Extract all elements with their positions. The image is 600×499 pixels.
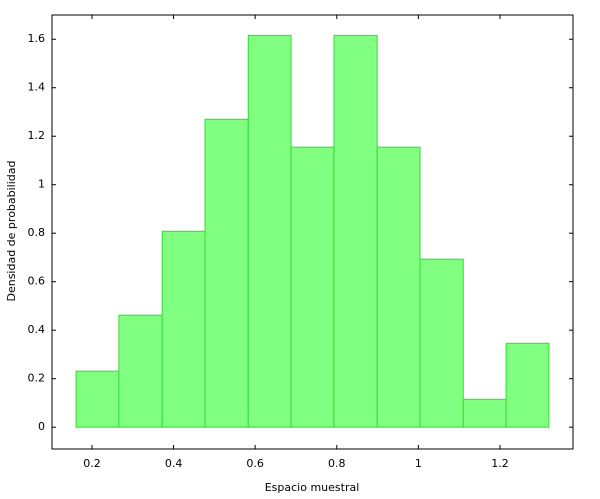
y-tick-label: 0.6 bbox=[28, 275, 46, 288]
y-tick-label: 1.6 bbox=[28, 32, 46, 45]
y-tick-label: 0 bbox=[38, 420, 45, 433]
plot-frame bbox=[51, 14, 574, 450]
bar bbox=[290, 146, 335, 428]
bar bbox=[333, 34, 378, 428]
bar bbox=[75, 370, 120, 428]
bar bbox=[462, 398, 507, 428]
bar bbox=[505, 342, 550, 428]
x-tick-label: 1 bbox=[415, 457, 422, 470]
y-tick-label: 1 bbox=[38, 178, 45, 191]
y-tick-label: 0.4 bbox=[28, 323, 46, 336]
bar bbox=[118, 314, 163, 428]
y-tick-label: 0.8 bbox=[28, 226, 46, 239]
y-tick-label: 0.2 bbox=[28, 372, 46, 385]
bar bbox=[376, 146, 421, 428]
y-axis-label: Densidad de probabilidad bbox=[5, 160, 18, 301]
x-tick-label: 0.2 bbox=[83, 457, 101, 470]
x-axis-label: Espacio muestral bbox=[265, 481, 360, 494]
x-tick-label: 0.8 bbox=[328, 457, 346, 470]
x-tick-label: 1.2 bbox=[491, 457, 509, 470]
x-tick-label: 0.6 bbox=[246, 457, 264, 470]
bar bbox=[161, 230, 206, 428]
y-tick-label: 1.4 bbox=[28, 81, 46, 94]
x-tick-label: 0.4 bbox=[165, 457, 183, 470]
bar bbox=[204, 118, 249, 428]
y-tick-label: 1.2 bbox=[28, 129, 46, 142]
bar bbox=[419, 258, 464, 428]
bar bbox=[247, 34, 292, 428]
